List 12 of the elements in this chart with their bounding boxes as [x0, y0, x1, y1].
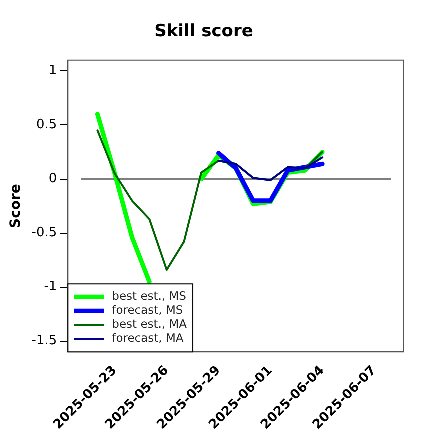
y-tick-label: -1: [44, 280, 58, 295]
chart-title: Skill score: [154, 22, 254, 42]
y-tick-label: -0.5: [32, 226, 58, 241]
legend-label: best est., MS: [112, 289, 186, 304]
legend-label: forecast, MS: [112, 303, 184, 318]
legend-label: best est., MA: [112, 317, 188, 332]
y-tick-label: 0: [48, 172, 58, 187]
y-axis-title: Score: [8, 184, 24, 228]
legend-label: forecast, MA: [112, 331, 184, 346]
y-tick-label: -1.5: [32, 334, 58, 349]
y-tick-label: 0.5: [36, 118, 58, 133]
y-tick-label: 1: [48, 64, 58, 79]
